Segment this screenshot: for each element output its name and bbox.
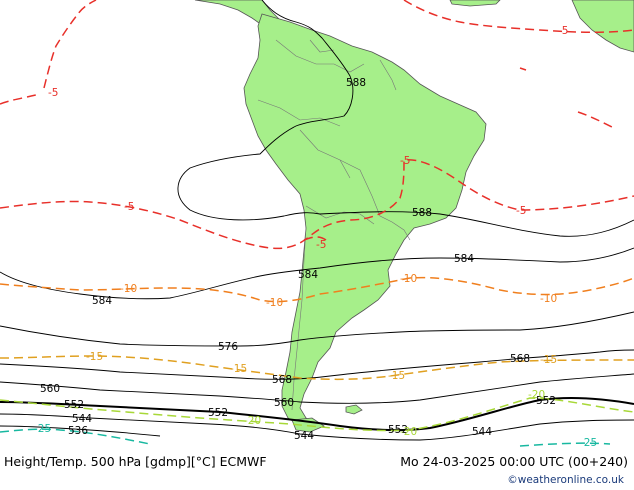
temp-label-minus15: -15	[540, 354, 557, 366]
temp-contours-minus15	[0, 355, 634, 381]
height-label: 544	[472, 426, 492, 438]
contour-568	[0, 349, 634, 380]
weather-map: 588 588 584 584 584 576 568 568 560 560 …	[0, 0, 634, 448]
temp-label-minus5: -5	[316, 239, 326, 251]
height-contours	[0, 0, 634, 441]
temp-labels: -5 -5 -5 -5 -5 -5 -10 -10 -10 -10 -15 -1…	[34, 25, 597, 448]
height-label: 568	[510, 353, 530, 365]
falklands-land	[345, 404, 363, 415]
valid-time: Mo 24-03-2025 00:00 UTC (00+240)	[400, 454, 628, 469]
temp-contours-minus25	[0, 428, 611, 447]
south-america-land	[243, 13, 487, 427]
temp-label-minus10: -10	[120, 283, 137, 295]
height-label: 552	[536, 395, 556, 407]
map-canvas: 588 588 584 584 584 576 568 568 560 560 …	[0, 0, 634, 448]
landmass	[194, 0, 634, 433]
height-label: 560	[40, 383, 60, 395]
height-label: 584	[454, 253, 474, 265]
height-label: 552	[388, 424, 408, 436]
contour-576	[0, 311, 634, 347]
africa-land	[571, 0, 634, 53]
temp-label-minus20: -20	[400, 426, 417, 438]
temp-label-minus10: -10	[266, 297, 283, 309]
contour-536	[0, 425, 161, 437]
height-label: 568	[272, 374, 292, 386]
credit-link[interactable]: ©weatheronline.co.uk	[507, 474, 624, 486]
temp-label-minus15: -15	[86, 351, 103, 363]
caribbean-island-land	[449, 0, 501, 7]
temp-label-minus10: -10	[540, 293, 557, 305]
temp-contours-minus5	[0, 0, 634, 250]
height-label: 584	[298, 269, 318, 281]
temp-label-minus5: -5	[516, 205, 526, 217]
height-label: 560	[274, 397, 294, 409]
temp-label-minus5: -5	[48, 87, 58, 99]
height-label: 544	[294, 430, 314, 442]
temp-label-minus5: -5	[400, 155, 410, 167]
contour-552	[0, 396, 634, 432]
height-label: 584	[92, 295, 112, 307]
contour-588-north	[177, 0, 634, 237]
height-label: 536	[68, 425, 88, 437]
temp-label-minus25: -25	[580, 437, 597, 448]
height-label: 552	[208, 407, 228, 419]
height-label: 552	[64, 399, 84, 411]
temp-label-minus15: -15	[230, 363, 247, 375]
height-label: 588	[346, 77, 366, 89]
temp-contours-minus10	[0, 276, 634, 303]
temp-contours-minus20	[0, 397, 634, 432]
map-footer: Height/Temp. 500 hPa [gdmp][°C] ECMWF Mo…	[0, 448, 634, 490]
contour-584	[0, 247, 634, 300]
temp-label-minus15: -15	[388, 370, 405, 382]
temp-label-minus5: -5	[558, 25, 568, 37]
contour-560	[0, 373, 634, 404]
height-label: 588	[412, 207, 432, 219]
temp-label-minus25: -25	[34, 423, 51, 435]
contour-544	[0, 413, 634, 441]
temp-label-minus5: -5	[124, 201, 134, 213]
map-title: Height/Temp. 500 hPa [gdmp][°C] ECMWF	[4, 454, 267, 469]
height-label: 576	[218, 341, 238, 353]
temp-label-minus10: -10	[400, 273, 417, 285]
height-label: 544	[72, 413, 92, 425]
temp-label-minus20: -20	[244, 415, 261, 427]
height-labels: 588 588 584 584 584 576 568 568 560 560 …	[40, 77, 556, 442]
temp-label-minus20: -20	[528, 389, 545, 401]
